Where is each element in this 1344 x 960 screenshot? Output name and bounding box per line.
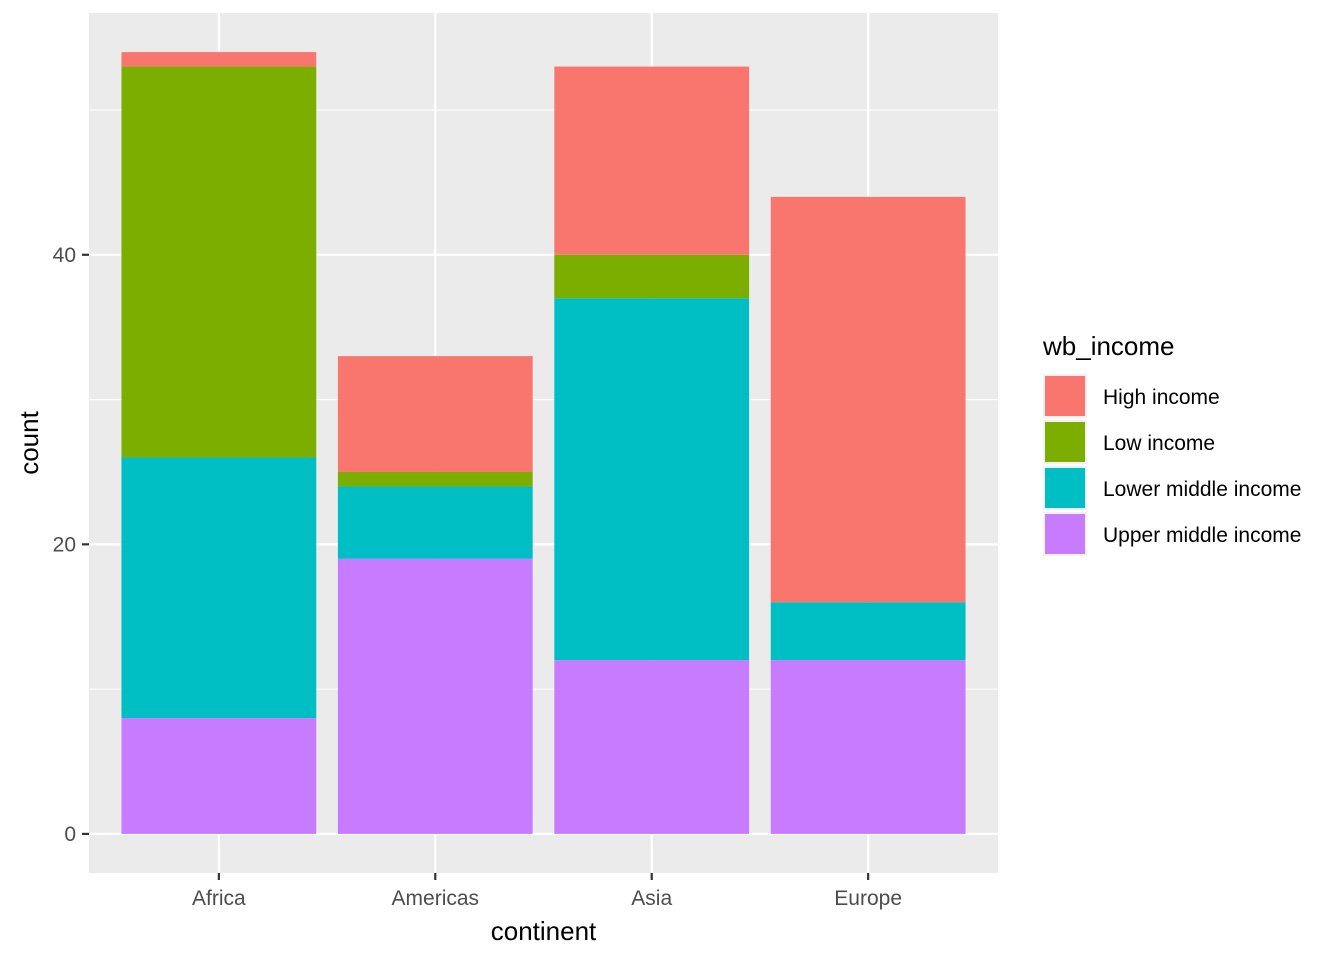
y-tick-label: 0 bbox=[64, 823, 76, 846]
x-tick-label: Asia bbox=[631, 887, 672, 910]
legend-key-swatch bbox=[1045, 376, 1085, 416]
x-axis-title: continent bbox=[491, 916, 597, 946]
y-axis: 0 20 40 bbox=[53, 244, 89, 846]
legend-items: High income Low income Lower middle income… bbox=[1043, 374, 1301, 556]
legend-key-swatch bbox=[1045, 514, 1085, 554]
x-tick-label: Europe bbox=[834, 887, 902, 910]
bar-segment-americas-low-income bbox=[337, 471, 533, 487]
legend-label: Low income bbox=[1103, 432, 1215, 455]
legend: wb_income High income Low income Lower mid… bbox=[1042, 331, 1301, 556]
x-tick-label: Africa bbox=[192, 887, 246, 910]
y-axis-title: count bbox=[14, 410, 44, 474]
bar-segment-asia-low-income bbox=[554, 254, 750, 299]
bar-segment-americas-lower-middle-income bbox=[337, 486, 533, 559]
bar-segment-europe-upper-middle-income bbox=[770, 660, 966, 834]
bar-segment-europe-lower-middle-income bbox=[770, 602, 966, 661]
y-tick-label: 20 bbox=[53, 533, 76, 556]
legend-label: Upper middle income bbox=[1103, 524, 1301, 547]
bar-segment-africa-high-income bbox=[121, 52, 317, 67]
y-tick-label: 40 bbox=[53, 244, 76, 267]
bar-segment-asia-high-income bbox=[554, 66, 750, 255]
legend-label: High income bbox=[1103, 386, 1220, 409]
bar-segment-africa-lower-middle-income bbox=[121, 457, 317, 719]
bar-segment-africa-low-income bbox=[121, 66, 317, 458]
bar-segment-americas-high-income bbox=[337, 356, 533, 472]
legend-label: Lower middle income bbox=[1103, 478, 1301, 501]
bar-segment-asia-lower-middle-income bbox=[554, 298, 750, 661]
legend-key-swatch bbox=[1045, 468, 1085, 508]
legend-key-swatch bbox=[1045, 422, 1085, 462]
x-axis: Africa Americas Asia Europe bbox=[192, 873, 902, 910]
bar-segment-africa-upper-middle-income bbox=[121, 718, 317, 834]
bar-segment-americas-upper-middle-income bbox=[337, 558, 533, 834]
bars bbox=[121, 52, 966, 834]
x-tick-label: Americas bbox=[392, 887, 480, 910]
bar-segment-europe-high-income bbox=[770, 196, 966, 603]
legend-title: wb_income bbox=[1042, 331, 1175, 361]
bar-segment-asia-upper-middle-income bbox=[554, 660, 750, 834]
